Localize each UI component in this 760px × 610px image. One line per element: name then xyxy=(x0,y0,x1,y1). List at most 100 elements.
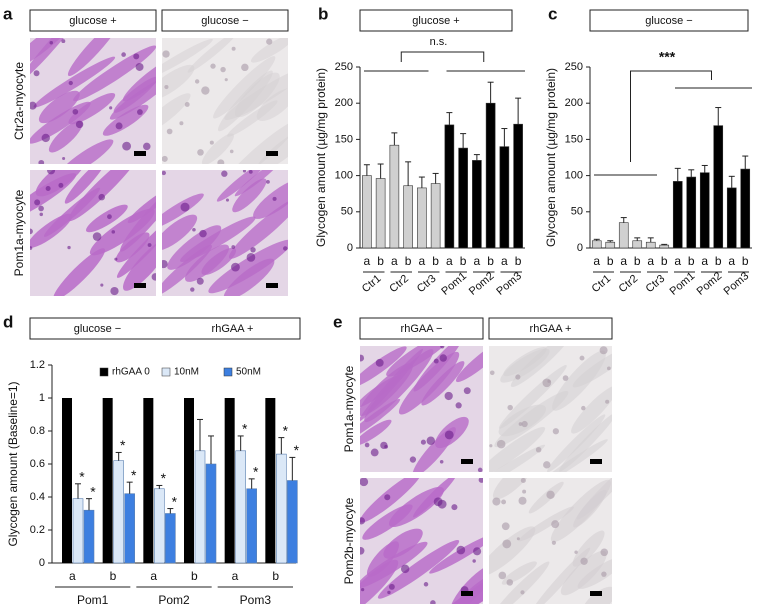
cell xyxy=(64,170,107,204)
granule xyxy=(535,446,542,453)
x-tick-label: b xyxy=(432,254,439,268)
bar xyxy=(143,398,154,563)
error-bar xyxy=(237,435,244,451)
granule xyxy=(552,428,559,435)
cell xyxy=(187,38,238,73)
cells xyxy=(30,38,156,164)
granule xyxy=(122,141,132,151)
micrograph xyxy=(162,170,288,296)
column-label: glucose − xyxy=(201,15,248,27)
granule xyxy=(364,442,370,448)
granule xyxy=(546,490,555,500)
group-label: Ctr1 xyxy=(360,273,384,296)
cell xyxy=(162,93,191,135)
row-label: Pom1a-myocyte xyxy=(342,365,356,452)
bar xyxy=(605,241,616,249)
scale-bar xyxy=(461,459,473,464)
granule xyxy=(360,517,366,525)
x-tick-label: b xyxy=(191,569,198,583)
cells xyxy=(489,346,612,472)
error-bar xyxy=(248,478,255,489)
granule xyxy=(61,39,66,44)
bar xyxy=(499,146,510,249)
error-bar xyxy=(432,172,439,184)
x-tick-label: b xyxy=(272,569,279,583)
legend-swatch xyxy=(99,367,109,377)
granule xyxy=(231,245,236,249)
bar xyxy=(699,172,710,249)
granule xyxy=(179,121,184,126)
group-label: Ctr2 xyxy=(617,273,641,296)
granule xyxy=(209,140,214,145)
granule xyxy=(501,522,510,531)
banner-label: glucose − xyxy=(74,323,121,335)
group-label: Pom3 xyxy=(494,270,524,298)
scale-bar xyxy=(266,283,278,288)
bar xyxy=(713,125,724,249)
y-tick-label: 200 xyxy=(335,97,353,109)
x-tick-label: a xyxy=(446,254,453,268)
banner xyxy=(161,9,289,32)
cell xyxy=(109,74,156,120)
granule xyxy=(551,520,560,529)
granule xyxy=(180,202,190,212)
bar xyxy=(659,244,670,249)
bar xyxy=(184,398,194,563)
y-tick-label: 0.8 xyxy=(30,425,45,437)
cell xyxy=(256,88,288,121)
granule xyxy=(30,246,33,250)
granule xyxy=(100,283,104,287)
error-bar xyxy=(86,498,92,511)
granule xyxy=(420,439,426,445)
granule xyxy=(444,430,454,440)
x-tick-label: b xyxy=(661,254,668,268)
x-tick-label: b xyxy=(742,254,749,268)
micrograph xyxy=(30,170,156,296)
x-tick-label: a xyxy=(419,254,426,268)
granule xyxy=(518,422,523,426)
granule xyxy=(423,582,429,587)
granule xyxy=(241,63,249,72)
scale-bar xyxy=(134,151,146,156)
cell xyxy=(500,348,550,383)
granule xyxy=(600,548,609,557)
error-bar xyxy=(501,128,508,147)
error-bar xyxy=(688,169,695,178)
granule xyxy=(387,590,391,595)
granule xyxy=(58,182,64,188)
row-label: Pom2b-myocyte xyxy=(342,497,356,584)
banner xyxy=(589,9,749,32)
bar xyxy=(513,123,523,249)
bracket xyxy=(400,51,485,62)
granule xyxy=(388,583,395,590)
error-bar xyxy=(75,483,81,499)
y-axis-label: Glycogen amount (µg/mg protein) xyxy=(544,68,558,247)
error-bar xyxy=(278,437,285,455)
scale-bar xyxy=(134,283,146,288)
cell xyxy=(360,398,401,442)
error-bar xyxy=(377,163,384,179)
granule xyxy=(135,62,144,71)
granule xyxy=(360,588,365,592)
bar xyxy=(618,222,629,249)
bar xyxy=(632,240,643,249)
granule xyxy=(231,262,240,272)
cells xyxy=(162,170,288,296)
y-tick-label: 250 xyxy=(335,61,353,73)
granule xyxy=(370,448,379,457)
cell xyxy=(113,76,156,113)
granule xyxy=(542,378,552,388)
group-label: Pom1 xyxy=(439,270,469,298)
cell xyxy=(450,564,483,604)
granule xyxy=(98,193,106,201)
granule xyxy=(477,467,483,472)
banner xyxy=(359,317,484,340)
scale-bar xyxy=(461,591,473,596)
bar xyxy=(124,493,135,564)
cell xyxy=(572,530,605,567)
cell xyxy=(360,541,428,589)
x-tick-label: b xyxy=(607,254,614,268)
cell xyxy=(89,208,155,256)
cell xyxy=(547,414,606,472)
cell xyxy=(213,56,276,119)
